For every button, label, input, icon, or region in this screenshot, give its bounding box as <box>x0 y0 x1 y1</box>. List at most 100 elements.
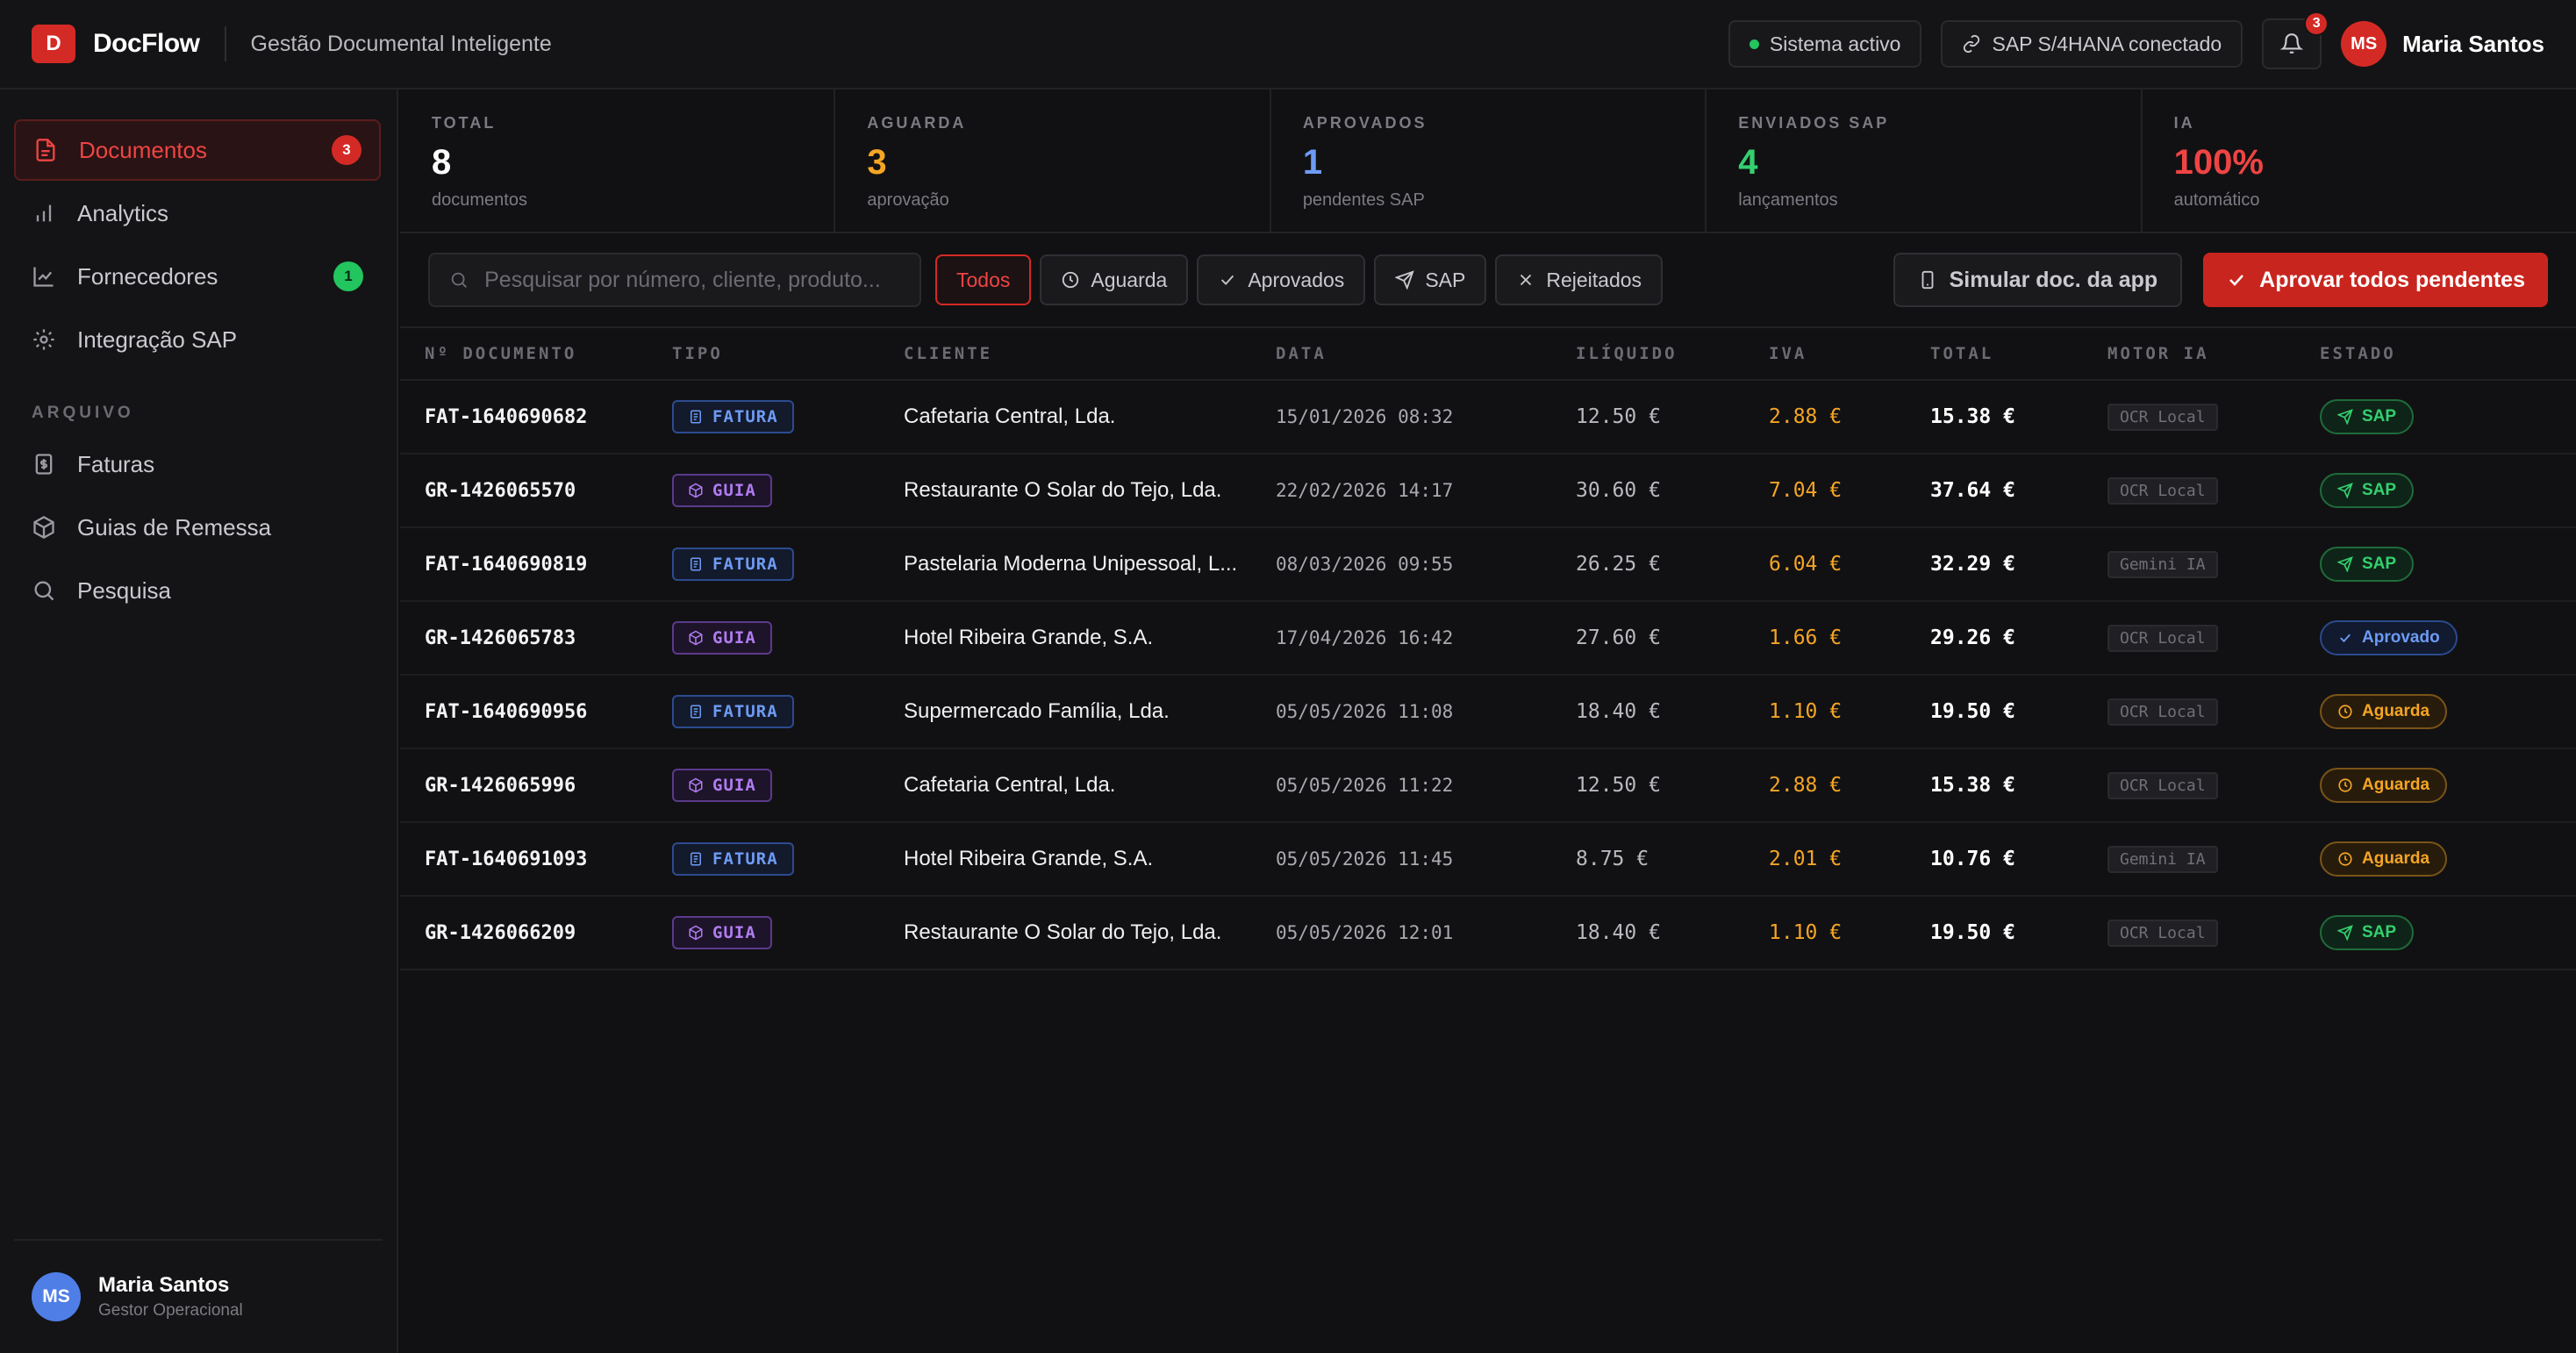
sidebar-item-integracao-sap[interactable]: Integração SAP <box>14 309 381 370</box>
col-header[interactable]: DATA <box>1276 344 1327 363</box>
col-header[interactable]: TIPO <box>672 344 723 363</box>
doc-number[interactable]: FAT-1640690682 <box>425 405 588 428</box>
net-amount: 12.50 € <box>1576 774 1661 797</box>
search-icon <box>34 581 54 601</box>
clock-icon <box>1063 271 1079 289</box>
net-amount: 12.50 € <box>1576 405 1661 428</box>
notifications-button[interactable]: 3 <box>2262 11 2329 69</box>
col-header[interactable]: ESTADO <box>2320 344 2396 363</box>
type-label: FATURA <box>712 849 778 869</box>
col-header[interactable]: CLIENTE <box>904 344 993 363</box>
client-name: Restaurante O Solar do Tejo, Lda. <box>904 478 1222 502</box>
type-label: GUIA <box>712 923 756 942</box>
stat-aprovados: APROVADOS 1 pendentes SAP <box>1271 89 1707 232</box>
doc-number[interactable]: GR-1426066209 <box>425 921 576 944</box>
col-header[interactable]: MOTOR IA <box>2107 344 2209 363</box>
status-badge[interactable]: SAP <box>2320 399 2415 434</box>
approve-all-button[interactable]: Aprovar todos pendentes <box>2203 253 2548 307</box>
col-header[interactable]: TOTAL <box>1930 344 1994 363</box>
ai-engine-tag: Gemini IA <box>2107 845 2218 873</box>
divider <box>224 26 226 61</box>
receipt-icon <box>35 454 53 475</box>
logo[interactable]: D <box>32 25 75 63</box>
ai-engine-tag: OCR Local <box>2107 403 2218 431</box>
table-row[interactable]: FAT-1640690819 FATURA Pastelaria Moderna U… <box>400 528 2576 602</box>
doc-number[interactable]: GR-1426065570 <box>425 479 576 502</box>
type-label: GUIA <box>712 776 756 795</box>
type-label: GUIA <box>712 628 756 648</box>
sidebar-item-analytics[interactable]: Analytics <box>14 183 381 244</box>
ai-engine-tag: OCR Local <box>2107 771 2218 799</box>
total-amount: 19.50 € <box>1930 700 2015 723</box>
sap-status-pill[interactable]: SAP S/4HANA conectado <box>1941 20 2243 68</box>
table-row[interactable]: FAT-1640690956 FATURA Supermercado Família… <box>400 676 2576 749</box>
type-badge: GUIA <box>672 474 772 507</box>
status-badge[interactable]: SAP <box>2320 473 2415 508</box>
section-label-arquivo: ARQUIVO <box>32 404 134 422</box>
simulate-doc-button[interactable]: Simular doc. da app <box>1893 253 2183 307</box>
type-badge: FATURA <box>672 400 794 433</box>
doc-number[interactable]: GR-1426065783 <box>425 626 576 649</box>
table-row[interactable]: GR-1426066209 GUIA Restaurante O Solar do … <box>400 897 2576 970</box>
stat-total: TOTAL 8 documentos <box>400 89 836 232</box>
line-chart-icon <box>33 267 54 287</box>
status-label: SAP <box>2362 481 2397 499</box>
top-bar: D DocFlow Gestão Documental Inteligente … <box>0 0 2576 89</box>
user-name: Maria Santos <box>98 1273 230 1297</box>
status-badge[interactable]: SAP <box>2320 547 2415 582</box>
simulate-doc-label: Simular doc. da app <box>1949 267 2158 292</box>
doc-number[interactable]: FAT-1640690819 <box>425 553 588 576</box>
table-row[interactable]: FAT-1640691093 FATURA Hotel Ribeira Grande… <box>400 823 2576 897</box>
sidebar-item-guias-de-remessa[interactable]: Guias de Remessa <box>14 497 381 558</box>
sidebar-item-pesquisa[interactable]: Pesquisa <box>14 560 381 621</box>
table-row[interactable]: GR-1426065570 GUIA Restaurante O Solar do … <box>400 455 2576 528</box>
file-icon <box>36 139 55 161</box>
status-badge[interactable]: Aguarda <box>2320 768 2448 803</box>
send-icon <box>2337 925 2353 941</box>
doc-number[interactable]: GR-1426065996 <box>425 774 576 797</box>
filter-todos[interactable]: Todos <box>935 254 1032 305</box>
send-icon <box>2337 556 2353 572</box>
type-badge: GUIA <box>672 916 772 949</box>
client-name: Hotel Ribeira Grande, S.A. <box>904 847 1154 870</box>
type-badge: GUIA <box>672 621 772 655</box>
col-header[interactable]: ILÍQUIDO <box>1576 344 1678 363</box>
documents-table: Nº DOCUMENTO TIPO CLIENTE DATA ILÍQUIDO … <box>400 328 2576 970</box>
search-input[interactable] <box>484 267 900 293</box>
doc-date: 22/02/2026 14:17 <box>1276 480 1454 501</box>
avatar[interactable]: MS <box>2341 21 2387 67</box>
phone-icon <box>1921 270 1934 290</box>
filter-aprovados[interactable]: Aprovados <box>1197 254 1366 305</box>
status-badge[interactable]: Aguarda <box>2320 841 2448 877</box>
filter-label: SAP <box>1425 268 1466 291</box>
table-row[interactable]: GR-1426065783 GUIA Hotel Ribeira Grande, S… <box>400 602 2576 676</box>
type-badge: FATURA <box>672 842 794 876</box>
status-badge[interactable]: Aguarda <box>2320 694 2448 729</box>
col-header[interactable]: Nº DOCUMENTO <box>425 344 577 363</box>
filter-aguarda[interactable]: Aguarda <box>1040 254 1189 305</box>
filter-sap[interactable]: SAP <box>1374 254 1487 305</box>
ai-engine-tag: OCR Local <box>2107 476 2218 505</box>
status-badge[interactable]: SAP <box>2320 915 2415 950</box>
sidebar-item-documentos[interactable]: Documentos 3 <box>14 119 381 181</box>
filter-rejeitados[interactable]: Rejeitados <box>1495 254 1664 305</box>
col-header[interactable]: IVA <box>1769 344 1807 363</box>
status-badge[interactable]: Aprovado <box>2320 620 2458 655</box>
sidebar-item-fornecedores[interactable]: Fornecedores 1 <box>14 246 381 307</box>
search-box[interactable] <box>428 253 921 307</box>
check-icon <box>1221 275 1234 285</box>
doc-number[interactable]: FAT-1640691093 <box>425 848 588 870</box>
table-row[interactable]: FAT-1640690682 FATURA Cafetaria Central, L… <box>400 381 2576 455</box>
vat-amount: 2.88 € <box>1769 405 1843 428</box>
system-status-pill: Sistema activo <box>1728 20 1922 68</box>
user-name[interactable]: Maria Santos <box>2402 30 2544 57</box>
package-icon <box>689 483 703 498</box>
status-label: SAP <box>2362 923 2397 941</box>
sidebar-user-card[interactable]: MS Maria Santos Gestor Operacional <box>14 1239 383 1353</box>
doc-number[interactable]: FAT-1640690956 <box>425 700 588 723</box>
client-name: Hotel Ribeira Grande, S.A. <box>904 626 1154 649</box>
sidebar-item-faturas[interactable]: Faturas <box>14 433 381 495</box>
stat-label: TOTAL <box>432 114 497 132</box>
table-row[interactable]: GR-1426065996 GUIA Cafetaria Central, Lda.… <box>400 749 2576 823</box>
search-icon <box>451 272 468 288</box>
